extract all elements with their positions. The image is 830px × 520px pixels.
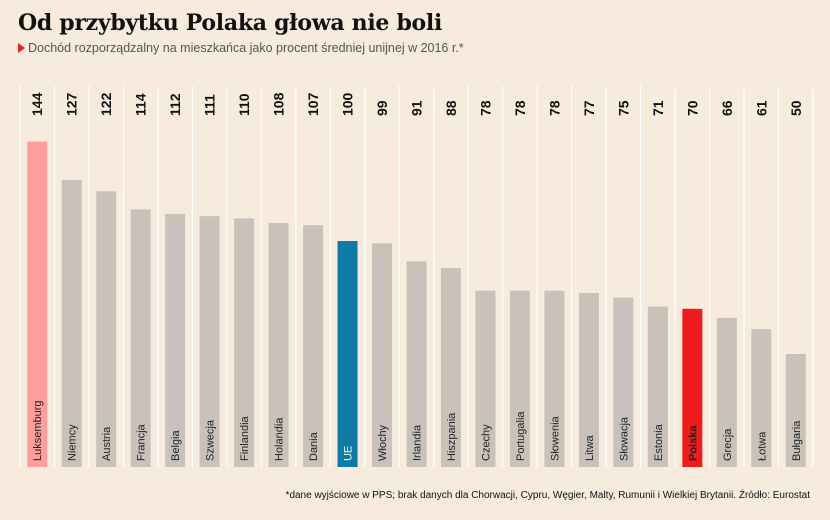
category-label-14: Portugalia bbox=[515, 411, 527, 461]
category-label-8: Dania bbox=[308, 431, 320, 461]
bar-14 bbox=[509, 290, 530, 467]
bar-3 bbox=[130, 209, 151, 468]
bar-1 bbox=[61, 179, 82, 468]
category-label-20: Grecja bbox=[722, 428, 734, 461]
bar-8 bbox=[303, 225, 324, 467]
value-label-6: 110 bbox=[236, 93, 252, 116]
value-label-22: 50 bbox=[788, 100, 804, 116]
value-label-0: 144 bbox=[29, 92, 45, 116]
category-label-11: Irlandia bbox=[412, 424, 424, 461]
category-label-12: Hiszpania bbox=[446, 412, 458, 461]
category-label-16: Litwa bbox=[584, 434, 596, 461]
bar-9 bbox=[337, 241, 358, 467]
bar-5 bbox=[199, 216, 220, 467]
value-label-14: 78 bbox=[512, 100, 528, 116]
bar-13 bbox=[475, 290, 496, 467]
value-label-3: 114 bbox=[133, 93, 149, 116]
value-label-12: 88 bbox=[443, 100, 459, 116]
value-label-17: 75 bbox=[615, 100, 631, 116]
bar-22 bbox=[785, 354, 806, 467]
bar-2 bbox=[96, 191, 117, 467]
bar-19 bbox=[682, 308, 703, 467]
value-label-18: 71 bbox=[650, 100, 666, 116]
value-label-1: 127 bbox=[64, 92, 80, 116]
bar-10 bbox=[372, 243, 393, 467]
category-label-19: Polska bbox=[687, 425, 699, 461]
value-label-2: 122 bbox=[98, 92, 114, 116]
value-label-15: 78 bbox=[546, 100, 562, 116]
category-label-1: Niemcy bbox=[67, 424, 79, 461]
bar-11 bbox=[406, 261, 427, 467]
chart-subtitle: Dochód rozporządzalny na mieszkańca jako… bbox=[28, 41, 464, 55]
category-label-10: Włochy bbox=[377, 424, 389, 461]
bar-0 bbox=[27, 141, 48, 467]
category-label-15: Słowenia bbox=[549, 415, 561, 461]
value-label-21: 61 bbox=[753, 100, 769, 116]
bar-6 bbox=[234, 218, 255, 467]
category-label-21: Łotwa bbox=[756, 431, 768, 461]
value-label-19: 70 bbox=[684, 100, 700, 116]
value-label-9: 100 bbox=[340, 92, 356, 116]
category-label-3: Francja bbox=[136, 423, 148, 461]
category-label-5: Szwecja bbox=[205, 419, 217, 461]
category-label-7: Holandia bbox=[274, 417, 286, 461]
category-label-22: Bułgaria bbox=[791, 420, 803, 461]
value-label-20: 66 bbox=[719, 100, 735, 116]
value-label-4: 112 bbox=[167, 93, 183, 116]
chart-title: Od przybytku Polaka głowa nie boli bbox=[18, 10, 443, 36]
category-label-17: Słowacja bbox=[618, 416, 630, 461]
category-label-18: Estonia bbox=[653, 423, 665, 461]
chart-subtitle-row: Dochód rozporządzalny na mieszkańca jako… bbox=[18, 41, 464, 55]
triangle-marker-icon bbox=[18, 43, 25, 53]
category-label-6: Finlandia bbox=[239, 415, 251, 461]
value-label-13: 78 bbox=[477, 100, 493, 116]
value-label-8: 107 bbox=[305, 92, 321, 116]
bar-21 bbox=[751, 329, 772, 467]
category-label-2: Austria bbox=[101, 426, 113, 461]
value-label-5: 111 bbox=[202, 94, 218, 116]
value-label-10: 99 bbox=[374, 100, 390, 116]
category-label-13: Czechy bbox=[480, 424, 492, 461]
bar-18 bbox=[647, 306, 668, 467]
bar-20 bbox=[716, 317, 737, 467]
bar-7 bbox=[268, 222, 289, 467]
source-footnote: *dane wyjściowe w PPS; brak danych dla C… bbox=[285, 490, 810, 501]
value-label-16: 77 bbox=[581, 100, 597, 116]
bar-16 bbox=[578, 292, 599, 467]
category-label-9: UE bbox=[343, 446, 355, 461]
bar-12 bbox=[440, 268, 461, 467]
value-label-11: 91 bbox=[409, 100, 425, 116]
bar-4 bbox=[165, 213, 186, 467]
category-label-4: Belgia bbox=[170, 430, 182, 461]
value-label-7: 108 bbox=[271, 92, 287, 116]
bar-15 bbox=[544, 290, 565, 467]
category-label-0: Luksemburg bbox=[32, 400, 44, 461]
bar-17 bbox=[613, 297, 634, 467]
